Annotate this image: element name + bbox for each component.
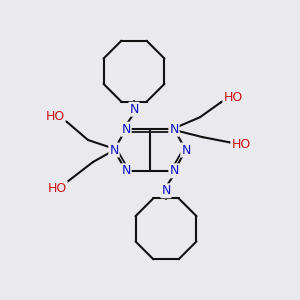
Text: HO: HO [45, 110, 64, 124]
Text: HO: HO [224, 91, 243, 104]
Text: HO: HO [231, 138, 250, 151]
Text: N: N [169, 164, 179, 177]
Text: N: N [121, 164, 131, 177]
Text: N: N [109, 143, 119, 157]
Text: N: N [181, 143, 191, 157]
Text: N: N [129, 103, 139, 116]
Text: N: N [121, 123, 131, 136]
Text: HO: HO [47, 182, 67, 194]
Text: N: N [161, 184, 171, 197]
Text: N: N [169, 123, 179, 136]
